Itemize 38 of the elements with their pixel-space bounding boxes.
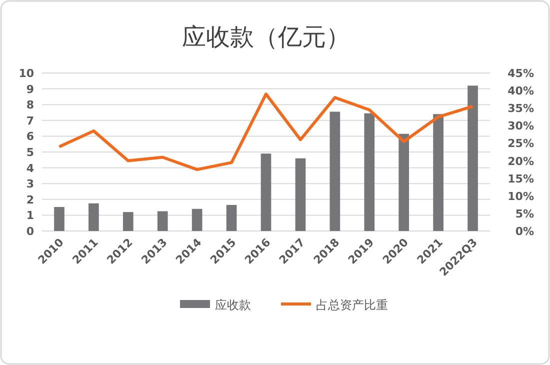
y-tick-label: 6 xyxy=(26,130,34,144)
bar xyxy=(88,203,99,231)
y-tick-label: 8 xyxy=(26,98,34,112)
bar xyxy=(398,134,410,231)
y2-tick-label: 30% xyxy=(508,120,534,133)
y-tick-label: 9 xyxy=(26,82,34,96)
y2-tick-label: 40% xyxy=(508,84,534,98)
y-tick-label: 7 xyxy=(26,114,34,128)
bar xyxy=(295,158,306,231)
y2-tick-label: 15% xyxy=(508,172,534,186)
y-tick-label: 1 xyxy=(26,209,34,222)
legend-label: 应收款 xyxy=(215,298,251,312)
y2-tick-label: 45% xyxy=(508,67,534,80)
y2-tick-label: 0% xyxy=(515,225,534,238)
y2-tick-label: 35% xyxy=(508,102,534,116)
chart-title: 应收款（亿元） xyxy=(182,23,350,51)
legend-label: 占总资产比重 xyxy=(316,298,388,312)
y-tick-label: 0 xyxy=(26,225,34,238)
line-series xyxy=(58,92,474,172)
bar xyxy=(122,212,134,231)
y-tick-label: 5 xyxy=(26,146,34,159)
y2-tick-label: 20% xyxy=(508,154,534,168)
bar xyxy=(54,206,64,231)
bar xyxy=(433,114,444,231)
bar xyxy=(468,86,478,231)
bar xyxy=(226,204,237,231)
y2-tick-label: 10% xyxy=(508,190,534,203)
y-tick-label: 3 xyxy=(26,178,34,191)
y-tick-label: 4 xyxy=(26,162,34,175)
bar xyxy=(260,154,272,231)
bar xyxy=(330,112,340,231)
bar xyxy=(157,211,168,231)
y2-tick-label: 5% xyxy=(515,207,534,220)
y-tick-label: 2 xyxy=(26,193,34,206)
y-tick-label: 10 xyxy=(18,67,34,80)
bar xyxy=(192,208,202,231)
bar xyxy=(364,113,375,231)
y2-tick-label: 25% xyxy=(508,137,534,150)
